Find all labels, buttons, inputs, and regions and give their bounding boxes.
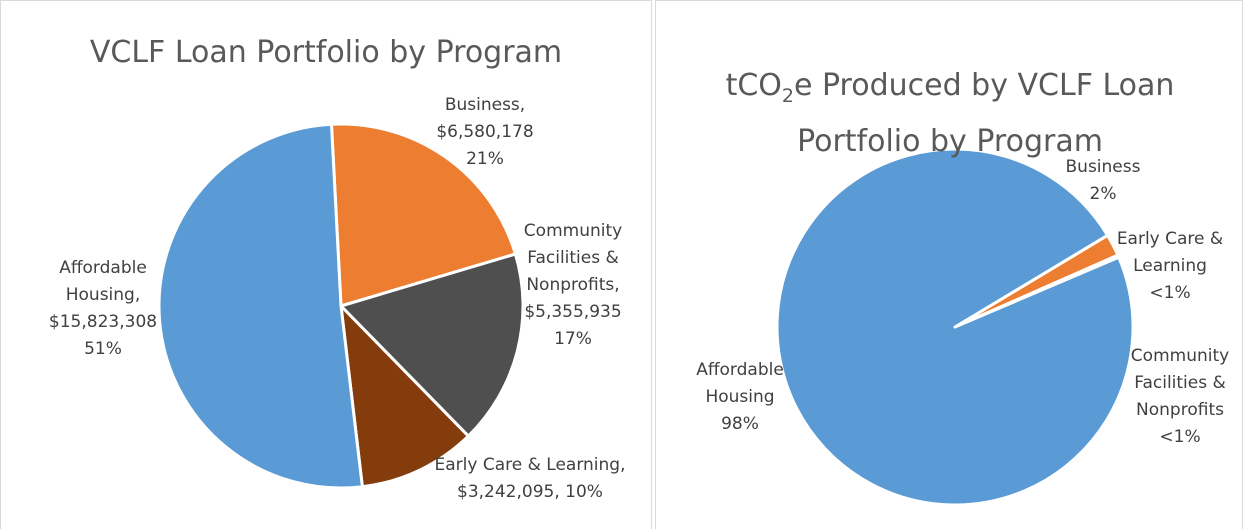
data-label: Business 2%: [1053, 154, 1153, 208]
label-category: Business,: [444, 95, 526, 115]
label-percent: 10%: [565, 482, 603, 502]
label-value: $5,355,935: [524, 302, 622, 322]
label-percent: 51%: [84, 339, 122, 359]
pie-slice: [157, 122, 364, 490]
panel: [0, 0, 652, 529]
label-value: $15,823,308: [48, 312, 158, 332]
title-subscript: 2: [781, 85, 794, 107]
pie-slice: [775, 147, 1135, 507]
label-category: Community Facilities & Nonprofits,: [523, 221, 623, 295]
label-category: Community Facilities & Nonprofits: [1130, 346, 1230, 420]
label-category: Affordable Housing: [696, 360, 784, 407]
data-label: Early Care & Learning, $3,242,095, 10%: [400, 452, 660, 506]
label-category: Business: [1065, 157, 1141, 177]
label-value: <1%: [1149, 283, 1191, 303]
label-percent: 17%: [554, 329, 592, 349]
title-text: tCO: [725, 68, 782, 103]
label-percent: 21%: [466, 149, 504, 169]
data-label: Business, $6,580,178 21%: [415, 92, 555, 173]
label-value: 98%: [721, 414, 759, 434]
pie-slice: [339, 304, 470, 489]
title-text: e Produced by VCLF Loan Portfolio by Pro…: [794, 68, 1175, 159]
pie-slice: [329, 122, 517, 308]
label-category: Affordable Housing,: [59, 258, 147, 305]
data-label: Early Care & Learning <1%: [1108, 226, 1233, 307]
label-category: Early Care & Learning,: [434, 455, 626, 475]
chart-title: tCO2e Produced by VCLF Loan Portfolio by…: [700, 63, 1200, 165]
pie-slice: [339, 252, 525, 438]
label-value: $6,580,178: [436, 122, 534, 142]
data-label: Community Facilities & Nonprofits, $5,355…: [514, 218, 632, 353]
label-category: Early Care & Learning: [1116, 229, 1224, 276]
data-label: Affordable Housing 98%: [690, 357, 790, 438]
label-value: $3,242,095,: [457, 482, 560, 502]
chart-title: VCLF Loan Portfolio by Program: [89, 35, 563, 70]
data-label: Community Facilities & Nonprofits <1%: [1124, 343, 1236, 451]
label-value: 2%: [1089, 184, 1117, 204]
label-value: <1%: [1159, 427, 1201, 447]
data-label: Affordable Housing, $15,823,308 51%: [47, 255, 159, 363]
